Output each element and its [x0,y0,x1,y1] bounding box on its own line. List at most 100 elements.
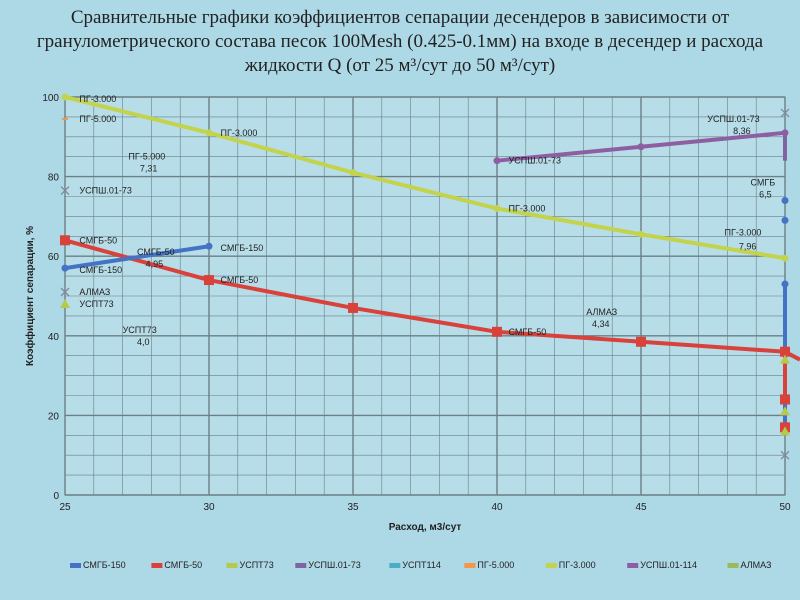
y-axis-label: Коэффициент сепарации, % [24,226,36,366]
marker-УСПТ73 [60,298,70,308]
data-label: ПГ-5.000 [79,114,116,124]
tick-labels: 25 30 35 40 45 50 0 20 40 60 80 100 [42,93,791,513]
data-label: СМГБ-50 [79,235,117,245]
data-label: 8,36 [733,126,751,136]
marker-СМГБ-150 [781,196,789,204]
marker-СМГБ-50 [780,346,790,357]
y-tick-label: 80 [48,173,60,184]
title-line-2: гранулометрического состава песок 100Mes… [36,31,764,52]
title-line-1: Сравнительные графики коэффициентов сепа… [70,7,730,28]
annotations: ПГ-3.000 ПГ-5.000 ПГ-3.000 ПГ-5.000 7,31 УСПШ… [79,94,775,347]
marker-СМГБ-150 [781,280,789,288]
marker-УСПШ.01-73 [780,107,790,118]
marker-ПГ-3.000 [781,254,789,262]
series-line-ПГ-3.000 [64,95,786,261]
data-label: УСПТ73 [123,325,157,335]
legend-swatch [295,563,307,568]
x-tick-label: 30 [203,502,215,513]
marker-ПГ-3.000 [205,129,213,137]
legend-label: ПГ-5.000 [477,560,514,570]
marker-ПГ-3.000 [61,93,69,101]
series-line-СМГБ-50 [64,238,786,354]
marker-СМГБ-50 [60,235,70,246]
legend-swatch [545,563,557,568]
y-tick-label: 40 [48,332,60,343]
chart-title: Сравнительные графики коэффициентов сепа… [0,6,800,78]
legend-label: ПГ-3.000 [559,560,596,570]
data-label: ПГ-3.000 [725,227,762,237]
x-tick-label: 50 [779,502,791,513]
legend-item: АЛМАЗ [727,560,772,570]
data-label: УСПШ.01-73 [79,186,131,196]
marker-УСПТ73 [780,406,790,416]
data-label: 4,95 [146,259,164,269]
series-line-СМГБ-150 [64,244,210,271]
marker-ПГ-3.000 [637,230,645,238]
legend-swatch [389,563,401,568]
y-tick-label: 20 [48,411,60,422]
data-label: СМГБ [750,178,775,188]
x-axis-label: Расход, м3/сут [389,522,462,533]
legend: СМГБ-150 СМГБ-50 УСПТ73 УСПШ.01-73 УСПТ114 ПГ… [70,560,771,570]
marker-СМГБ-150 [61,264,69,272]
marker-УСПШ.01-114 [493,157,501,165]
data-label: АЛМАЗ [79,287,110,297]
legend-label: УСПТ73 [240,560,274,570]
data-label: УСПШ.01-73 [707,114,759,124]
legend-item: УСПШ.01-114 [627,560,697,570]
data-label: ПГ-5.000 [128,152,165,162]
data-label: СМГБ-150 [79,265,122,275]
x-tick-label: 35 [347,502,359,513]
marker-СМГБ-50 [492,326,502,337]
marker-УСПТ73 [780,354,790,364]
legend-item: УСПТ114 [389,560,441,570]
marker-СМГБ-50 [636,336,646,347]
marker-СМГБ-150 [205,242,213,250]
marker-УСПТ73 [780,426,790,436]
marker-СМГБ-50 [348,302,358,313]
data-label: 6,5 [759,190,772,200]
y-tick-label: 100 [42,93,59,104]
legend-item: СМГБ-50 [151,560,202,570]
marker-УСПШ.01-114 [637,143,645,151]
data-label: АЛМАЗ [586,307,617,317]
marker-УСПШ.01-114 [781,129,789,137]
legend-swatch [727,563,739,568]
x-tick-label: 45 [635,502,647,513]
x-tick-label: 25 [59,502,71,513]
legend-swatch [464,563,476,568]
data-label: СМГБ-50 [509,327,547,337]
marker-АЛМАЗ [780,450,790,461]
marker-ПГ-3.000 [349,169,357,177]
marker-СМГБ-50 [204,275,214,286]
title-line-3: жидкости Q (от 25 м³/сут до 50 м³/сут) [244,55,556,76]
legend-item: СМГБ-150 [70,560,126,570]
legend-swatch [151,563,163,568]
legend-item: УСПТ73 [226,560,274,570]
data-label: ПГ-3.000 [79,94,116,104]
legend-swatch [70,563,81,568]
legend-label: УСПШ.01-73 [308,560,360,570]
data-label: 4,0 [137,337,150,347]
series-lines [60,93,800,461]
legend-label: УСПШ.01-114 [640,560,697,570]
legend-label: СМГБ-150 [83,560,126,570]
y-tick-label: 60 [48,252,60,263]
legend-swatch [226,563,238,568]
data-label: УСПТ73 [79,299,113,309]
legend-item: ПГ-3.000 [545,560,596,570]
marker-ПГ-3.000 [493,204,501,212]
legend-label: АЛМАЗ [741,560,772,570]
marker-СМГБ-50 [780,394,790,405]
data-label: СМГБ-50 [137,247,175,257]
data-label: 4,34 [592,319,610,329]
marker-УСПШ.01-73 [60,185,70,196]
marker-АЛМАЗ [60,287,70,298]
legend-swatch [627,563,639,568]
marker-СМГБ-150 [781,216,789,224]
grid [64,96,786,496]
data-label: 7,31 [140,164,158,174]
data-label: СМГБ-150 [221,243,264,253]
legend-label: СМГБ-50 [164,560,202,570]
